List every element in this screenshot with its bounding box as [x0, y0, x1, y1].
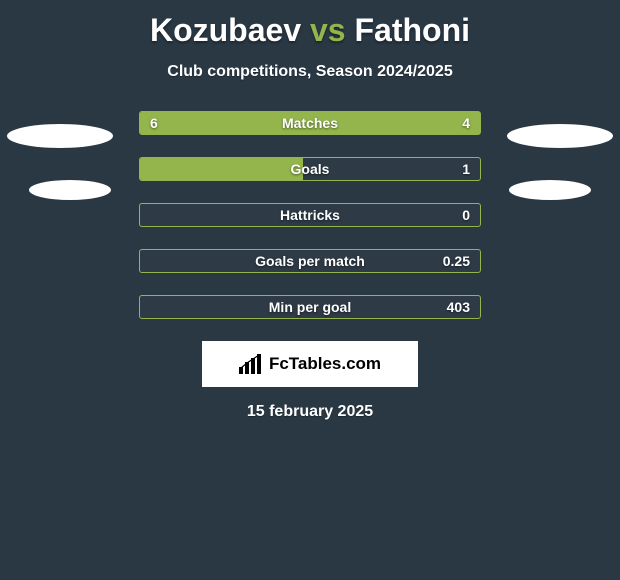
page-title: Kozubaev vs Fathoni — [0, 0, 620, 49]
stat-fill-left — [140, 158, 303, 180]
stat-row: Goals 1 — [139, 157, 481, 181]
title-left: Kozubaev — [150, 12, 301, 48]
stat-value-right: 403 — [447, 299, 470, 315]
stats-rows: 6 Matches 4 Goals 1 Hattricks 0 Goals per match… — [139, 111, 481, 319]
stat-label: Matches — [282, 115, 338, 131]
title-right: Fathoni — [354, 12, 470, 48]
stat-label: Goals per match — [255, 253, 365, 269]
stat-label: Min per goal — [269, 299, 351, 315]
stat-row: Hattricks 0 — [139, 203, 481, 227]
stat-row: 6 Matches 4 — [139, 111, 481, 135]
subtitle: Club competitions, Season 2024/2025 — [0, 63, 620, 81]
stat-value-right: 4 — [462, 115, 470, 131]
decorative-ellipse — [29, 180, 111, 200]
date-text: 15 february 2025 — [0, 403, 620, 421]
stat-value-right: 0 — [462, 207, 470, 223]
decorative-ellipse — [509, 180, 591, 200]
stat-value-right: 1 — [462, 161, 470, 177]
decorative-ellipse — [7, 124, 113, 148]
title-vs: vs — [310, 12, 346, 48]
stat-label: Goals — [291, 161, 330, 177]
stat-label: Hattricks — [280, 207, 340, 223]
stat-value-left: 6 — [150, 115, 158, 131]
stat-value-right: 0.25 — [443, 253, 470, 269]
bars-icon — [239, 354, 263, 374]
stat-row: Goals per match 0.25 — [139, 249, 481, 273]
logo-text: FcTables.com — [269, 354, 381, 374]
fctables-logo[interactable]: FcTables.com — [202, 341, 418, 387]
decorative-ellipse — [507, 124, 613, 148]
stat-row: Min per goal 403 — [139, 295, 481, 319]
